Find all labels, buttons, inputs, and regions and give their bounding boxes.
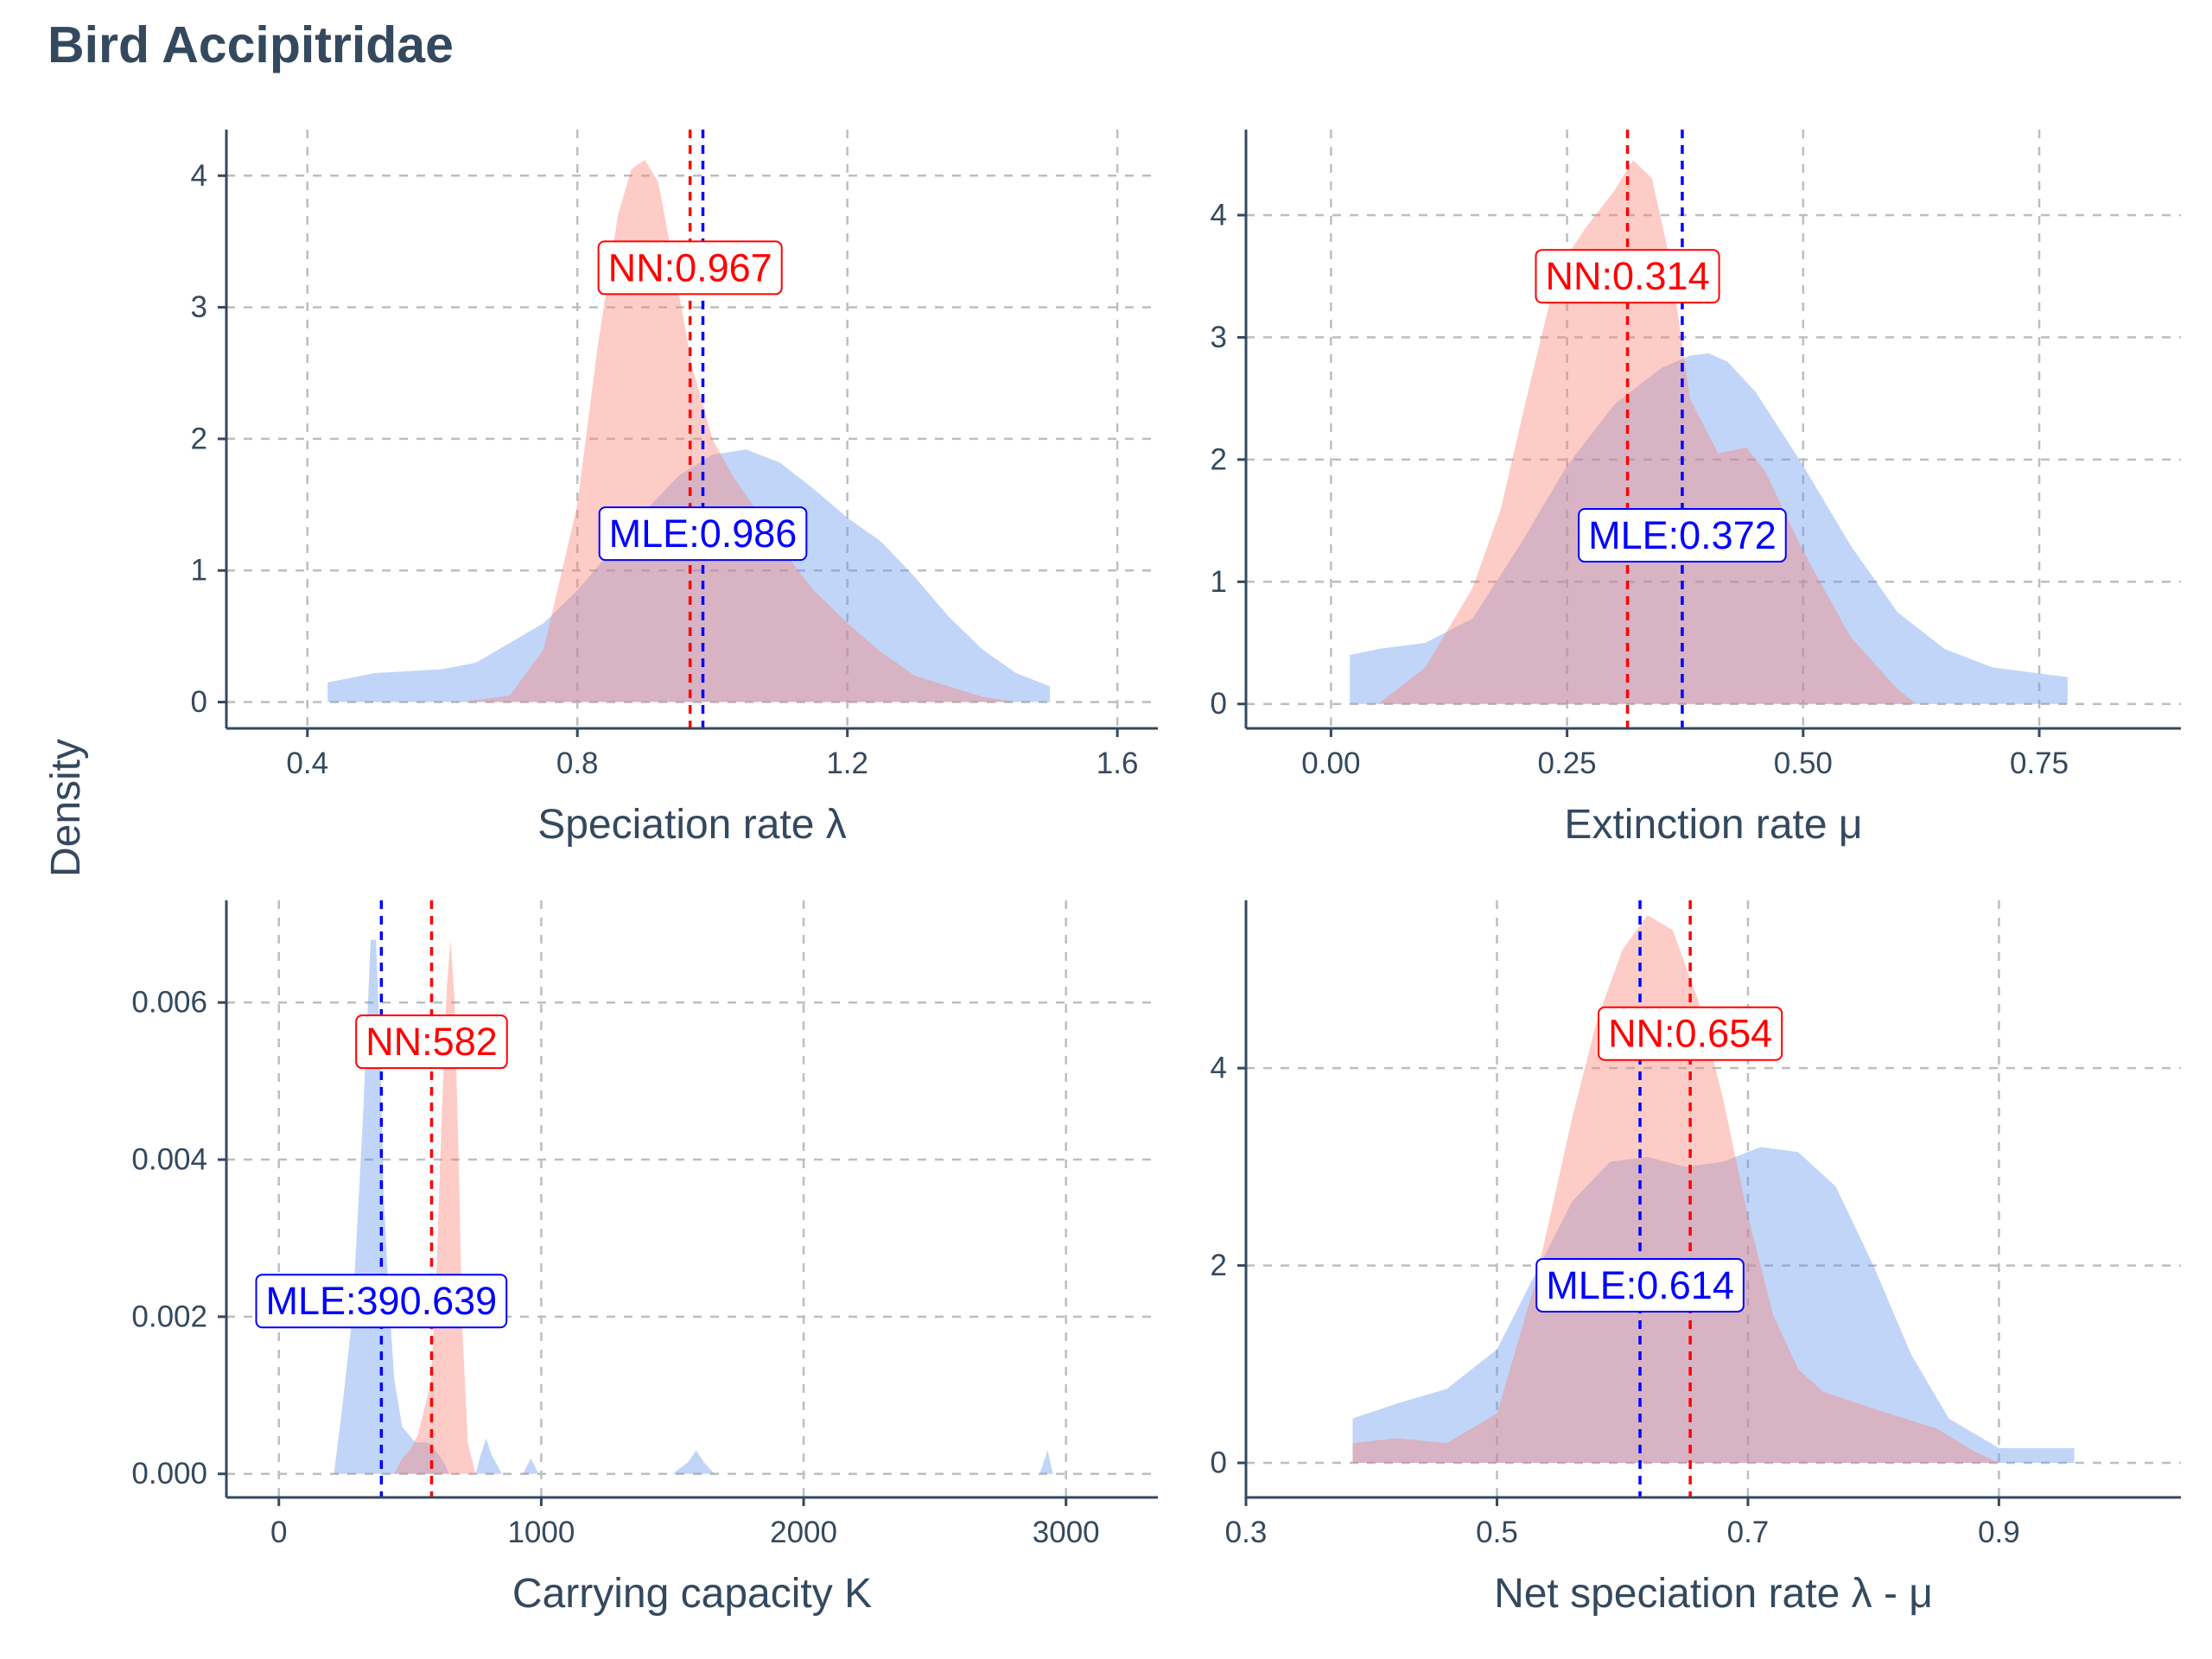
y-tick-label: 0	[1211, 1446, 1227, 1480]
x-axis-title: Carrying capacity K	[512, 1571, 872, 1617]
x-tick-label: 1.6	[1096, 747, 1139, 780]
x-tick-label: 0.7	[1727, 1516, 1770, 1549]
nn-density-area	[462, 160, 1016, 702]
y-axis-title: Density	[43, 739, 89, 877]
x-tick-label: 2000	[770, 1516, 837, 1549]
nn-estimate-label: NN:582	[355, 1014, 508, 1070]
y-tick-label: 2	[1211, 442, 1227, 476]
nn-density-area	[1378, 160, 1916, 704]
x-tick-label: 0.75	[2010, 747, 2069, 780]
grid	[1246, 130, 2181, 728]
mle-density-area	[327, 449, 1051, 702]
mle-label-box	[255, 1274, 508, 1329]
mle-estimate-text: MLE:0.986	[609, 512, 798, 556]
x-tick-label: 0.3	[1225, 1516, 1268, 1549]
x-tick-label: 0.25	[1538, 747, 1597, 780]
grid	[226, 130, 1158, 728]
x-tick-label: 0.4	[286, 747, 328, 780]
y-tick-label: 0.004	[131, 1143, 207, 1177]
y-tick-label: 1	[1211, 565, 1227, 599]
nn-density-area	[1352, 915, 1999, 1464]
y-tick-label: 0	[191, 685, 207, 719]
nn-estimate-label: NN:0.967	[597, 240, 783, 296]
y-tick-label: 3	[1211, 321, 1227, 354]
panels: NN:0.967 MLE:0.986 0.4 0.8 1.2 1.6 0 1 2 3 4 Specia…	[131, 130, 2181, 1617]
panel-4: NN:0.654 MLE:0.614 0.3 0.5 0.7 0.9 0 2 4 Net spec…	[1211, 900, 2181, 1617]
nn-label-box	[1598, 1006, 1783, 1061]
x-tick-label: 0.50	[1774, 747, 1833, 780]
y-tick-label: 0.006	[131, 986, 207, 1020]
mle-estimate-label: MLE:0.614	[1535, 1257, 1745, 1313]
y-tick-label: 4	[191, 159, 207, 193]
grid	[226, 900, 1158, 1497]
nn-estimate-label: NN:0.654	[1598, 1006, 1783, 1061]
nn-estimate-text: NN:0.654	[1608, 1012, 1772, 1056]
x-axis-title: Speciation rate λ	[537, 802, 847, 848]
x-axis-title: Net speciation rate λ - μ	[1494, 1571, 1933, 1617]
mle-estimate-text: MLE:0.372	[1588, 513, 1777, 557]
y-tick-label: 3	[191, 290, 207, 324]
chart-title: Bird Accipitridae	[48, 16, 454, 73]
x-tick-label: 1.2	[826, 747, 868, 780]
nn-estimate-text: NN:0.314	[1545, 254, 1709, 298]
x-tick-label: 0.9	[1978, 1516, 2020, 1549]
mle-estimate-label: MLE:0.986	[598, 506, 808, 562]
panel-1: NN:0.967 MLE:0.986 0.4 0.8 1.2 1.6 0 1 2 3 4 Specia…	[191, 130, 1158, 848]
y-tick-label: 0.002	[131, 1300, 207, 1333]
panel-3: NN:582 MLE:390.639 0 1000 2000 3000 0.000 0.002…	[131, 900, 1158, 1617]
y-tick-label: 0.000	[131, 1457, 207, 1491]
x-tick-label: 0.5	[1476, 1516, 1518, 1549]
mle-label-box	[598, 506, 808, 562]
y-tick-label: 4	[1211, 199, 1227, 232]
x-axis-title: Extinction rate μ	[1564, 802, 1862, 848]
y-tick-label: 2	[191, 422, 207, 455]
nn-density-area	[394, 939, 476, 1474]
x-tick-label: 0	[270, 1516, 287, 1549]
y-tick-label: 1	[191, 554, 207, 588]
mle-label-box	[1578, 508, 1787, 563]
nn-label-box	[1535, 249, 1720, 304]
x-tick-label: 3000	[1033, 1516, 1100, 1549]
nn-estimate-text: NN:582	[365, 1020, 498, 1064]
panel-2: NN:0.314 MLE:0.372 0.00 0.25 0.50 0.75 0 1 2 3 4 Ex…	[1211, 130, 2181, 848]
x-tick-label: 0.8	[556, 747, 599, 780]
nn-estimate-text: NN:0.967	[608, 245, 772, 289]
y-tick-label: 0	[1211, 687, 1227, 721]
y-tick-label: 2	[1211, 1249, 1227, 1282]
nn-label-box	[355, 1014, 508, 1070]
nn-estimate-label: NN:0.314	[1535, 249, 1720, 304]
mle-estimate-label: MLE:0.372	[1578, 508, 1787, 563]
x-tick-label: 0.00	[1301, 747, 1360, 780]
mle-estimate-text: MLE:390.639	[266, 1279, 498, 1323]
mle-estimate-text: MLE:0.614	[1546, 1263, 1734, 1307]
mle-estimate-label: MLE:390.639	[255, 1274, 508, 1329]
x-tick-label: 1000	[507, 1516, 575, 1549]
y-tick-label: 4	[1211, 1052, 1227, 1085]
mle-label-box	[1535, 1257, 1745, 1313]
nn-label-box	[597, 240, 783, 296]
